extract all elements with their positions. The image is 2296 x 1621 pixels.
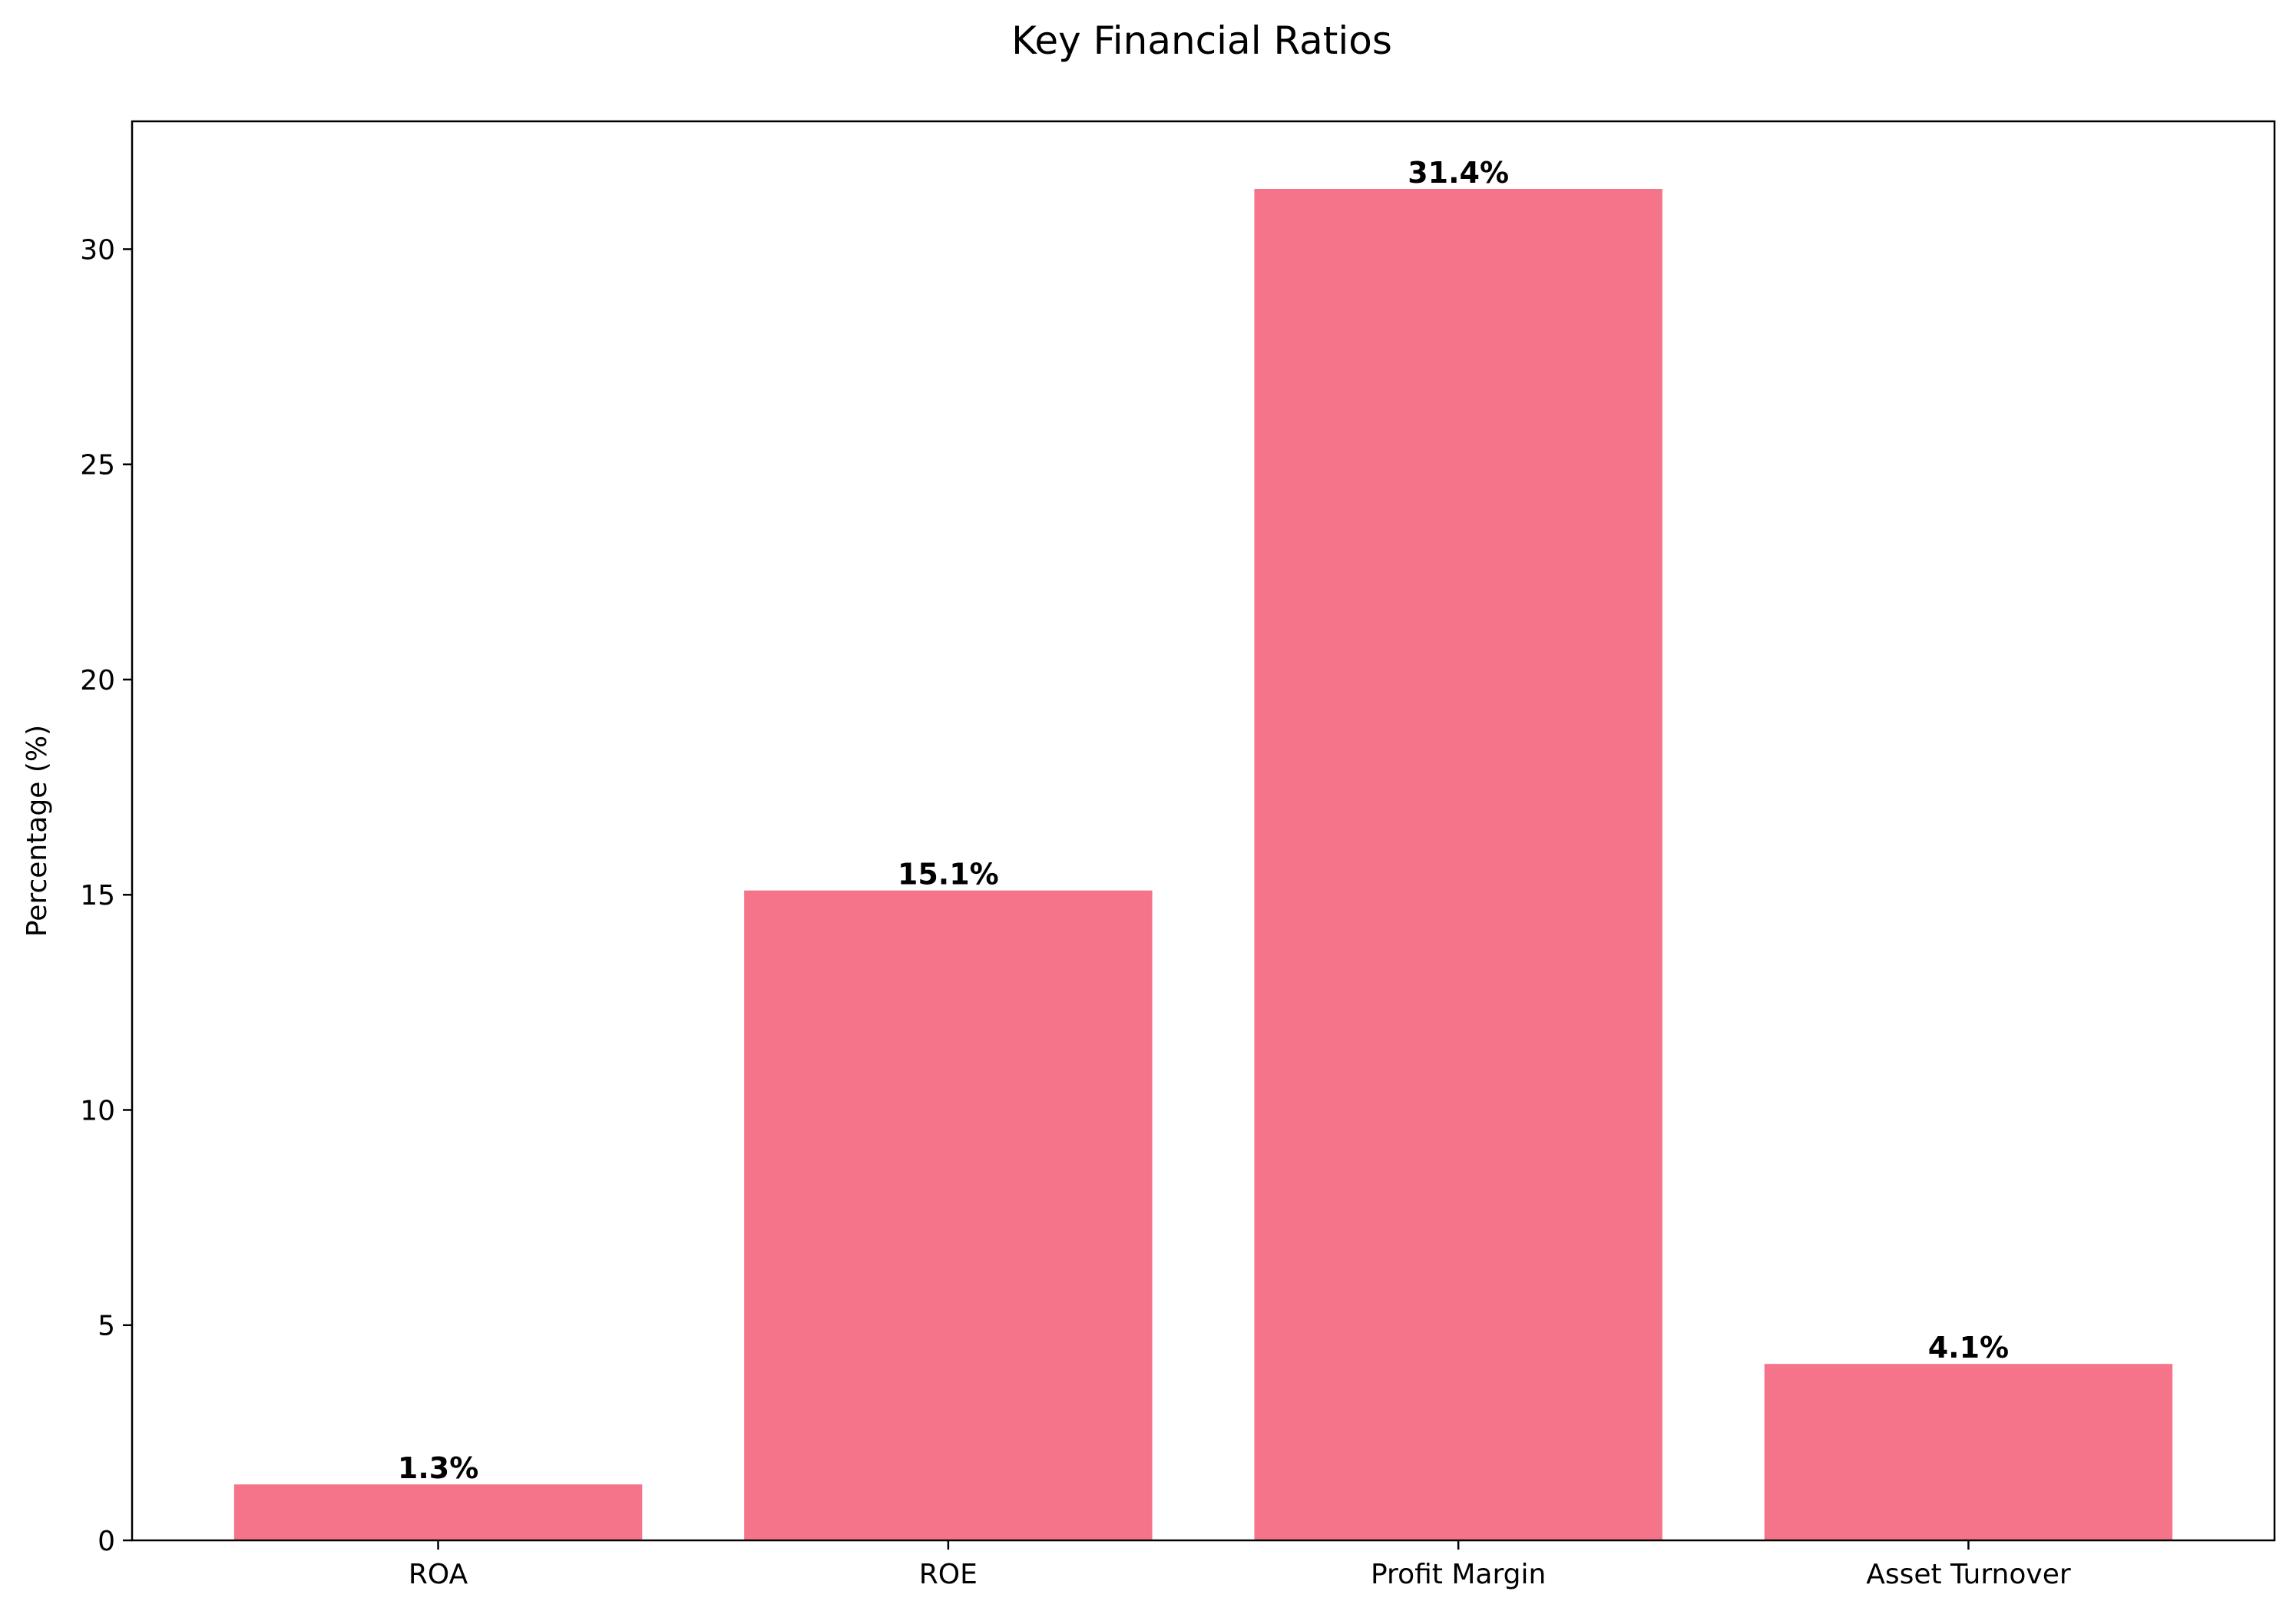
bar-value-label: 1.3%: [398, 1451, 478, 1485]
y-axis-label: Percentage (%): [22, 725, 53, 937]
y-tick-label: 10: [80, 1095, 115, 1126]
x-tick-label: ROA: [409, 1559, 468, 1590]
y-tick-label: 25: [80, 450, 115, 481]
plot-area: 1.3% 15.1% 31.4% 4.1% 0 5 10 15 20 25 30 ROA ROE Prof…: [80, 120, 2276, 1590]
y-tick-label: 5: [98, 1311, 115, 1342]
bar-value-label: 4.1%: [1928, 1331, 2009, 1365]
chart-title: Key Financial Ratios: [1011, 18, 1392, 63]
bar-roe: [744, 890, 1153, 1540]
x-tick-label: Profit Margin: [1371, 1559, 1546, 1590]
bar-value-label: 31.4%: [1408, 156, 1509, 190]
y-tick-label: 15: [80, 880, 115, 911]
x-tick-label: Asset Turnover: [1866, 1559, 2071, 1590]
y-tick-label: 0: [98, 1526, 115, 1557]
x-tick-label: ROE: [919, 1559, 978, 1590]
bar-value-label: 15.1%: [898, 858, 999, 892]
y-tick-label: 20: [80, 665, 115, 696]
axes-frame: [131, 120, 2276, 1542]
bar-profit-margin: [1254, 189, 1662, 1540]
bar-asset-turnover: [1764, 1364, 2173, 1540]
y-tick-label: 30: [80, 234, 115, 266]
bar-roa: [233, 1484, 643, 1540]
